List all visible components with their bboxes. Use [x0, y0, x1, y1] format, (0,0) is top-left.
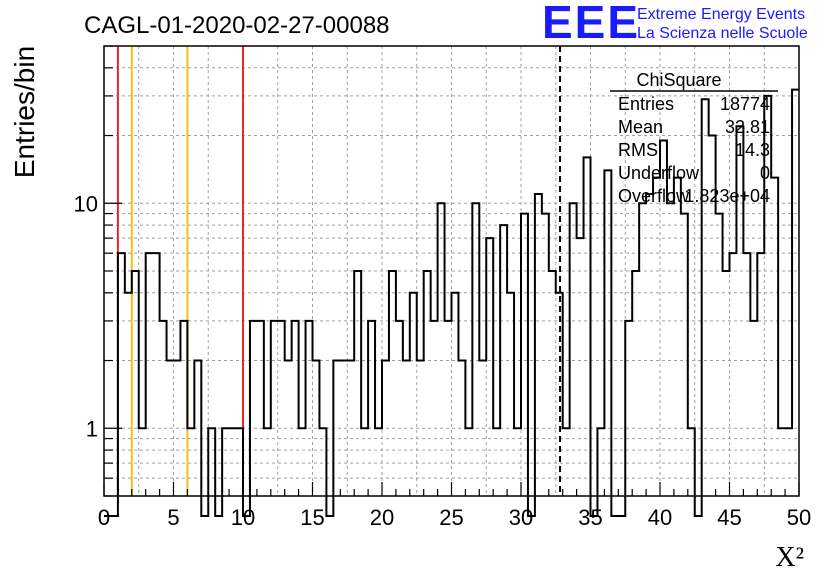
x-tick-label: 50: [787, 505, 811, 530]
stats-value-entries: 18774: [720, 94, 770, 114]
stats-value-mean: 32.81: [725, 117, 770, 137]
y-tick-label: 10: [74, 191, 98, 216]
x-tick-label: 25: [439, 505, 463, 530]
stats-label-rms: RMS: [618, 140, 658, 160]
y-axis: 1 10: [74, 45, 122, 497]
y-tick-label: 1: [86, 416, 98, 441]
stats-label-mean: Mean: [618, 117, 663, 137]
chart-title: CAGL-01-2020-02-27-00088: [84, 12, 390, 39]
histogram-series: [104, 88, 799, 517]
stats-value-overflow: 1.823e+04: [684, 186, 770, 206]
stats-value-underflow: 0: [760, 163, 770, 183]
x-tick-label: 10: [231, 505, 255, 530]
stats-box: ChiSquare Entries 18774 Mean 32.81 RMS 1…: [610, 70, 778, 206]
x-axis-label: X²: [775, 542, 804, 572]
x-tick-label: 15: [300, 505, 324, 530]
stats-label-underflow: Underflow: [618, 163, 700, 183]
stats-title: ChiSquare: [636, 70, 721, 90]
logo-line-2: La Scienza nelle Scuole: [637, 25, 808, 42]
stats-value-rms: 14.3: [735, 140, 770, 160]
x-tick-label: 45: [717, 505, 741, 530]
stats-label-entries: Entries: [618, 94, 674, 114]
x-tick-label: 5: [167, 505, 179, 530]
eee-logo: EEE Extreme Energy Events La Scienza nel…: [542, 0, 808, 48]
eee-logo-mark: EEE: [542, 0, 640, 48]
x-tick-label: 0: [98, 505, 110, 530]
x-tick-label: 30: [509, 505, 533, 530]
logo-line-1: Extreme Energy Events: [637, 6, 805, 23]
stats-label-overflow: Overflow: [618, 186, 690, 206]
x-tick-label: 35: [578, 505, 602, 530]
x-axis: 0 5 10 15 20 25 30 35 40 45 50: [98, 482, 811, 530]
x-tick-label: 40: [648, 505, 672, 530]
y-axis-label: Entries/bin: [9, 46, 40, 178]
x-tick-label: 20: [370, 505, 394, 530]
